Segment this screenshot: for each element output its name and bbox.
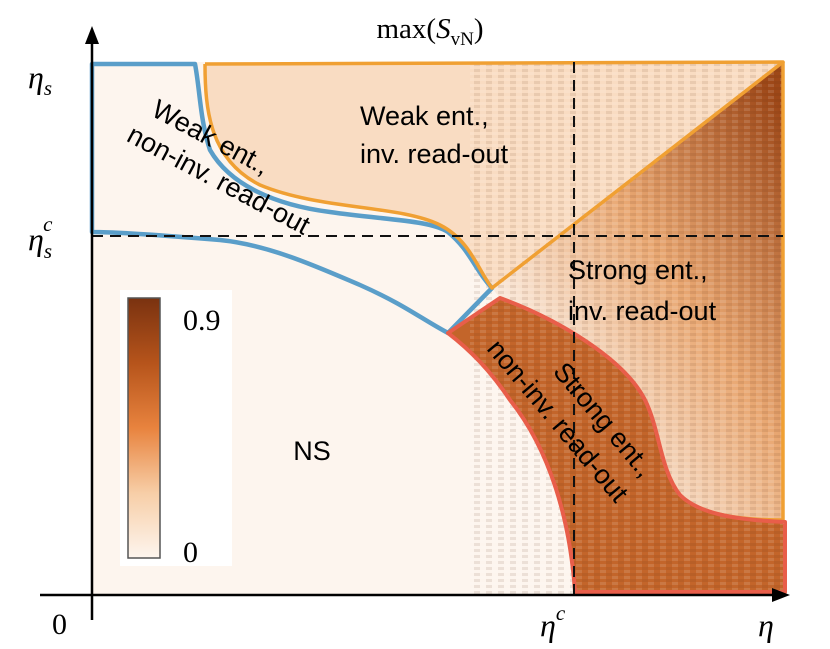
colorbar-min-label: 0 xyxy=(183,536,198,569)
x-axis-arrow-icon xyxy=(772,588,790,602)
y-axis-arrow-icon xyxy=(85,26,99,44)
region-label-weak-inv: Weak ent., inv. read-out xyxy=(360,101,509,169)
axes xyxy=(40,26,790,620)
colorbar-gradient xyxy=(127,297,161,559)
region-label-strong-inv-line2: inv. read-out xyxy=(568,296,717,326)
colorbar-max-label: 0.9 xyxy=(183,304,221,337)
x-origin-label: 0 xyxy=(52,608,67,641)
region-label-strong-inv-line1: Strong ent., xyxy=(568,255,708,285)
region-label-weak-inv-line1: Weak ent., xyxy=(360,101,489,131)
y-axis-label: ηs xyxy=(28,59,52,100)
region-border-strong-non-inv xyxy=(446,296,787,594)
region-border-weak-inv xyxy=(203,60,785,290)
x-critical-tick-label: ηc xyxy=(540,601,566,643)
colorbar: 0.9 0 xyxy=(120,290,232,569)
x-axis-label: η xyxy=(758,607,774,643)
y-critical-tick-label: ηsc xyxy=(28,212,53,263)
heatmap-texture xyxy=(470,62,783,595)
region-border-weak-non-inv xyxy=(89,61,495,336)
region-label-ns: NS xyxy=(293,436,331,466)
region-label-strong-inv: Strong ent., inv. read-out xyxy=(568,255,717,326)
chart-title: max(SvN) xyxy=(377,13,484,50)
region-label-weak-inv-line2: inv. read-out xyxy=(360,139,509,169)
